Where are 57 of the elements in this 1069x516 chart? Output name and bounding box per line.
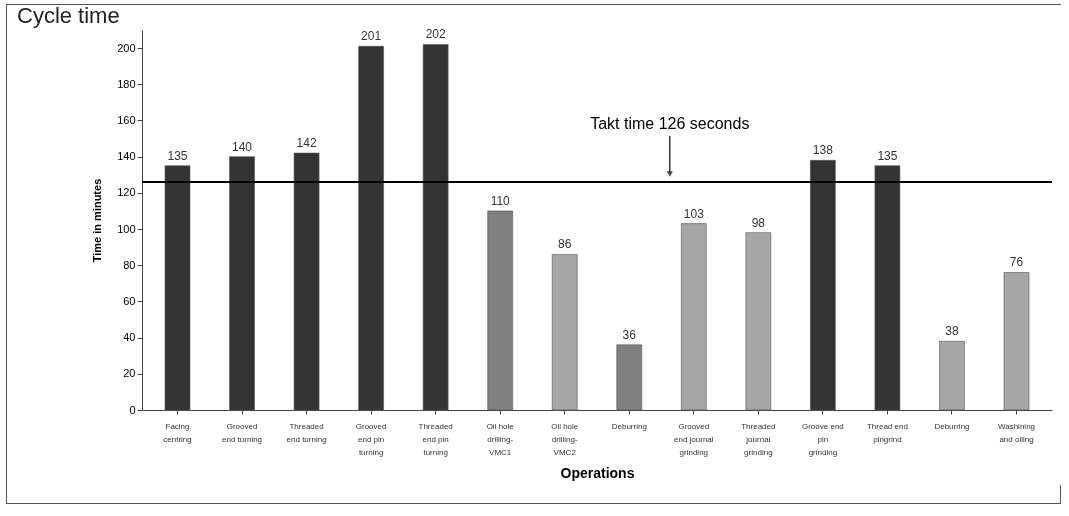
bar bbox=[745, 232, 772, 411]
bar bbox=[616, 344, 643, 411]
x-tick-label: Deburring bbox=[934, 421, 970, 431]
bar bbox=[293, 152, 320, 411]
y-tick-label: 0 bbox=[129, 403, 136, 416]
y-tick-label: 180 bbox=[117, 77, 136, 90]
data-label: 135 bbox=[167, 148, 188, 163]
x-tick-label: Deburring bbox=[611, 421, 647, 431]
bar bbox=[939, 340, 965, 411]
x-tick-label: Washining and oiling bbox=[997, 421, 1036, 444]
bar bbox=[810, 159, 836, 411]
data-label: 103 bbox=[683, 206, 705, 221]
bar bbox=[358, 45, 384, 411]
ref-line-label: Takt time 126 seconds bbox=[590, 115, 750, 132]
bar bbox=[551, 254, 578, 411]
x-tick-label: Facing centring bbox=[163, 421, 192, 444]
x-tick-label: Threaded end turning bbox=[286, 421, 327, 444]
bar bbox=[422, 44, 449, 411]
data-label: 36 bbox=[622, 327, 637, 342]
x-tick-label: Thread end pingrind bbox=[866, 421, 908, 444]
x-tick-label: Grooved end turning bbox=[222, 421, 263, 444]
x-tick-label: Groove end pin grinding bbox=[801, 421, 844, 457]
data-label: 138 bbox=[812, 143, 834, 158]
data-label: 142 bbox=[296, 136, 317, 151]
bar bbox=[229, 156, 255, 411]
data-label: 140 bbox=[232, 139, 253, 154]
bar bbox=[874, 165, 901, 411]
data-label: 86 bbox=[558, 237, 572, 252]
y-tick-label: 140 bbox=[117, 150, 136, 163]
data-label: 98 bbox=[751, 215, 766, 230]
data-label: 202 bbox=[425, 27, 446, 42]
x-tick-label: Grooved end journal grinding bbox=[674, 421, 714, 457]
bar bbox=[1003, 272, 1030, 411]
data-label: 201 bbox=[361, 29, 382, 44]
y-tick-label: 100 bbox=[117, 222, 136, 235]
data-label: 110 bbox=[490, 193, 511, 208]
data-label: 38 bbox=[945, 324, 959, 339]
y-tick-label: 20 bbox=[123, 367, 136, 380]
bar bbox=[681, 223, 707, 411]
y-tick-label: 120 bbox=[117, 186, 136, 199]
y-tick-label: 40 bbox=[123, 331, 136, 344]
y-axis-title: Time in minutes bbox=[91, 178, 104, 263]
x-tick-label: Grooved end pin turning bbox=[355, 421, 387, 457]
y-tick-label: 160 bbox=[117, 113, 136, 126]
bar bbox=[487, 210, 513, 411]
bar bbox=[164, 165, 191, 411]
data-label: 76 bbox=[1009, 255, 1024, 270]
chart-title: Cycle time bbox=[17, 3, 120, 29]
data-label: 135 bbox=[877, 148, 898, 163]
x-tick-label: Oil hole drilling- VMC2 bbox=[551, 421, 579, 457]
y-tick-label: 200 bbox=[117, 41, 136, 54]
y-tick-label: 60 bbox=[123, 294, 136, 307]
x-tick-label: Threaded end pin turning bbox=[418, 421, 453, 457]
x-tick-label: Oil hole drilling- VMC1 bbox=[486, 421, 515, 457]
x-axis-title: Operations bbox=[560, 464, 635, 481]
x-tick-label: Threaded journal grinding bbox=[741, 421, 776, 457]
y-tick-label: 80 bbox=[123, 258, 136, 271]
